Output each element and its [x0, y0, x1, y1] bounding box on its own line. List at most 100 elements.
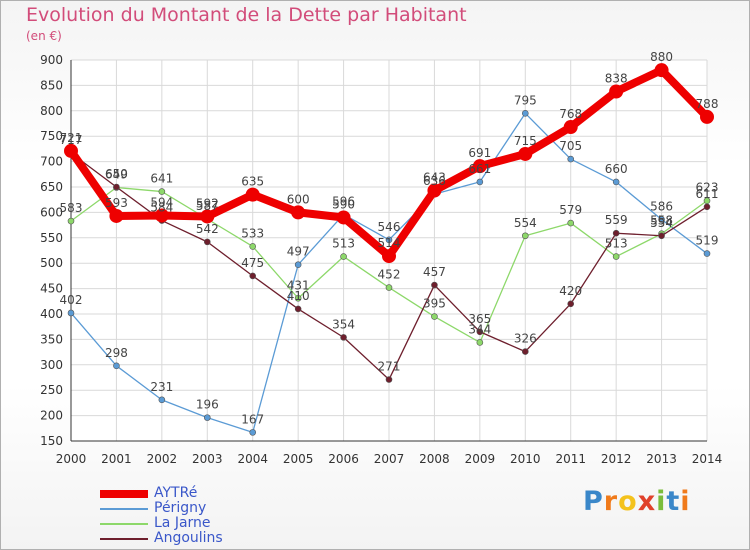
- data-point-0: [336, 210, 351, 225]
- logo-letter: i: [680, 486, 691, 517]
- data-label-1: 661: [468, 162, 491, 176]
- data-label-0: 838: [605, 71, 628, 85]
- data-point-1: [158, 396, 166, 404]
- data-point-0: [700, 109, 714, 124]
- data-point-1: [203, 414, 211, 421]
- data-point-2: [67, 217, 75, 225]
- x-tick-label: 2004: [237, 452, 268, 466]
- data-point-1: [294, 261, 302, 269]
- data-label-1: 586: [650, 200, 673, 214]
- data-label-3: 559: [605, 213, 628, 227]
- data-point-0: [654, 63, 669, 78]
- data-label-1: 519: [696, 234, 719, 248]
- data-point-2: [476, 339, 484, 346]
- data-label-1: 596: [332, 194, 355, 208]
- data-label-2: 452: [378, 268, 401, 282]
- logo-letter: x: [637, 486, 657, 517]
- data-label-2: 579: [559, 203, 582, 217]
- data-label-0: 594: [150, 195, 173, 209]
- data-label-3: 584: [150, 201, 173, 215]
- data-point-1: [385, 236, 393, 244]
- data-label-1: 167: [241, 412, 264, 426]
- data-label-2: 554: [514, 216, 537, 230]
- data-label-3: 554: [650, 216, 673, 230]
- data-label-2: 583: [60, 201, 83, 215]
- x-tick-label: 2011: [555, 452, 586, 466]
- data-point-2: [294, 294, 302, 302]
- x-tick-label: 2009: [465, 452, 496, 466]
- data-label-3: 475: [241, 256, 264, 270]
- data-label-3: 717: [60, 133, 83, 147]
- data-label-1: 546: [378, 220, 401, 234]
- logo-letter: t: [666, 486, 681, 517]
- data-point-2: [340, 253, 347, 260]
- data-point-0: [382, 249, 396, 264]
- data-label-3: 271: [378, 360, 401, 374]
- data-label-2: 344: [468, 322, 491, 336]
- data-point-2: [158, 188, 166, 195]
- data-label-1: 660: [605, 162, 628, 176]
- data-label-0: 880: [650, 50, 673, 64]
- data-label-1: 636: [423, 174, 446, 188]
- data-point-2: [612, 253, 620, 260]
- data-point-3: [203, 238, 211, 246]
- data-point-3: [294, 305, 302, 313]
- data-point-1: [567, 155, 575, 163]
- data-point-0: [154, 208, 169, 223]
- data-label-0: 788: [696, 97, 719, 111]
- legend-label: Angoulins: [154, 530, 223, 546]
- data-label-2: 431: [287, 278, 310, 292]
- y-tick-label: 600: [40, 205, 63, 219]
- y-tick-label: 700: [40, 155, 63, 169]
- data-point-2: [567, 219, 575, 227]
- y-tick-label: 200: [40, 409, 63, 423]
- data-label-0: 600: [287, 192, 310, 206]
- data-point-1: [249, 429, 257, 436]
- data-point-0: [245, 187, 260, 202]
- data-label-1: 705: [559, 139, 582, 153]
- data-label-0: 593: [105, 196, 128, 210]
- data-point-3: [113, 183, 120, 191]
- y-tick-label: 450: [40, 282, 63, 296]
- data-point-2: [385, 284, 393, 291]
- y-tick-label: 550: [40, 231, 63, 245]
- data-label-2: 533: [241, 226, 264, 240]
- logo-letter: o: [618, 486, 638, 517]
- data-label-1: 231: [150, 380, 173, 394]
- legend-label: Périgny: [154, 500, 207, 516]
- data-point-1: [113, 362, 120, 370]
- x-tick-label: 2002: [147, 452, 178, 466]
- logo-letter: i: [656, 486, 667, 517]
- data-point-1: [658, 216, 665, 223]
- legend-swatch: [100, 490, 148, 498]
- x-tick-label: 2006: [328, 452, 359, 466]
- x-tick-label: 2012: [601, 452, 632, 466]
- legend-swatch: [100, 523, 148, 525]
- data-label-1: 196: [196, 398, 219, 412]
- x-tick-label: 2014: [692, 452, 723, 466]
- data-point-0: [291, 205, 306, 220]
- data-point-0: [427, 183, 442, 198]
- data-point-0: [472, 159, 487, 174]
- y-tick-label: 850: [40, 78, 63, 92]
- logo-letter: r: [603, 486, 619, 517]
- y-tick-label: 650: [40, 180, 63, 194]
- data-point-1: [476, 178, 484, 186]
- x-tick-label: 2008: [419, 452, 450, 466]
- data-label-2: 649: [105, 168, 128, 182]
- x-tick-label: 2000: [56, 452, 87, 466]
- x-tick-label: 2001: [101, 452, 132, 466]
- data-label-2: 641: [150, 172, 173, 186]
- x-tick-label: 2005: [283, 452, 314, 466]
- y-tick-label: 350: [40, 332, 63, 346]
- data-label-0: 635: [241, 175, 264, 189]
- data-label-3: 611: [696, 187, 719, 201]
- y-tick-label: 400: [40, 307, 63, 321]
- data-label-2: 513: [332, 237, 355, 251]
- data-label-3: 650: [105, 167, 128, 181]
- data-point-3: [567, 300, 575, 308]
- logo-letter: P: [583, 486, 604, 517]
- data-point-3: [431, 281, 438, 289]
- data-point-1: [521, 110, 529, 117]
